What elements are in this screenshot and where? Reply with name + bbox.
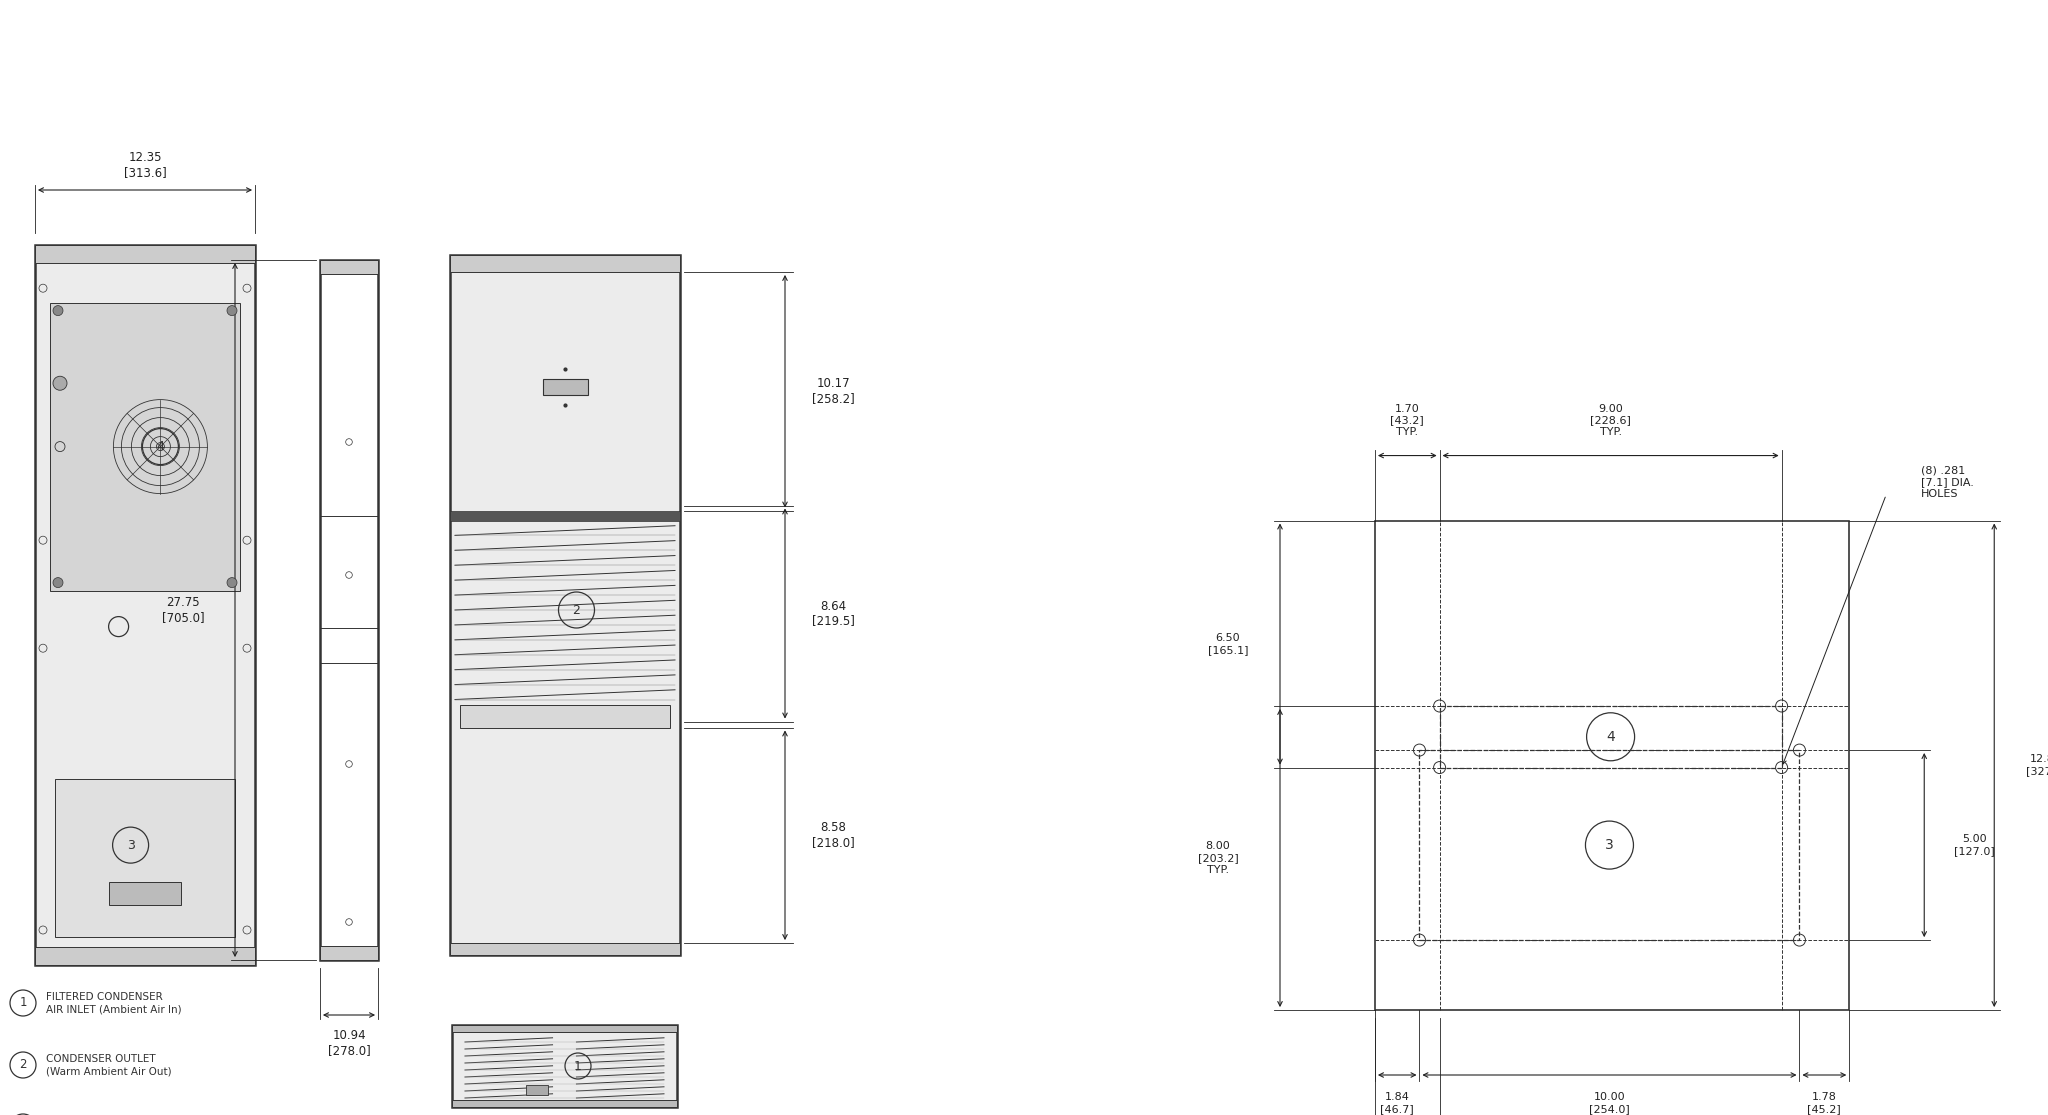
Text: 5.00
[127.0]: 5.00 [127.0] bbox=[1954, 834, 1995, 856]
Text: 1.70
[43.2]
TYP.: 1.70 [43.2] TYP. bbox=[1391, 404, 1423, 437]
Text: 4: 4 bbox=[156, 440, 164, 453]
Bar bbox=[49, 302, 240, 591]
Bar bbox=[1419, 750, 1800, 940]
Text: 2: 2 bbox=[18, 1058, 27, 1072]
Text: 1: 1 bbox=[18, 997, 27, 1009]
Bar bbox=[451, 255, 680, 956]
Text: 8.64
[219.5]: 8.64 [219.5] bbox=[811, 600, 854, 628]
Bar bbox=[526, 1085, 549, 1095]
Text: 3: 3 bbox=[1606, 838, 1614, 852]
Bar bbox=[451, 943, 680, 956]
Text: 2: 2 bbox=[573, 603, 580, 617]
Text: CONDENSER OUTLET
(Warm Ambient Air Out): CONDENSER OUTLET (Warm Ambient Air Out) bbox=[45, 1054, 172, 1076]
Text: 27.75
[705.0]: 27.75 [705.0] bbox=[162, 597, 205, 624]
Bar bbox=[55, 778, 236, 937]
Circle shape bbox=[53, 376, 68, 390]
Text: 3: 3 bbox=[127, 838, 135, 852]
Bar bbox=[35, 947, 256, 964]
Bar bbox=[1440, 706, 1782, 767]
Text: 4: 4 bbox=[1606, 730, 1616, 744]
Bar bbox=[451, 511, 680, 521]
Bar bbox=[319, 260, 379, 960]
Text: 1.78
[45.2]: 1.78 [45.2] bbox=[1808, 1093, 1841, 1114]
Bar bbox=[543, 379, 588, 395]
Bar bbox=[319, 260, 379, 274]
Text: 12.88
[327.2]: 12.88 [327.2] bbox=[2025, 755, 2048, 776]
Text: 9.00
[228.6]
TYP.: 9.00 [228.6] TYP. bbox=[1589, 404, 1630, 437]
Bar bbox=[461, 705, 670, 727]
Text: 8.00
[203.2]
TYP.: 8.00 [203.2] TYP. bbox=[1198, 842, 1239, 874]
Bar bbox=[1374, 521, 1849, 1010]
Bar bbox=[35, 245, 256, 263]
Text: 1: 1 bbox=[573, 1059, 582, 1073]
Text: FILTERED CONDENSER
AIR INLET (Ambient Air In): FILTERED CONDENSER AIR INLET (Ambient Ai… bbox=[45, 992, 182, 1015]
Bar bbox=[451, 255, 680, 272]
Text: (8) .281
[7.1] DIA.
HOLES: (8) .281 [7.1] DIA. HOLES bbox=[1921, 466, 1974, 500]
Bar bbox=[109, 882, 180, 905]
Text: 12.35
[313.6]: 12.35 [313.6] bbox=[123, 151, 166, 180]
Bar bbox=[319, 946, 379, 960]
Bar bbox=[453, 1101, 678, 1107]
Text: 8.58
[218.0]: 8.58 [218.0] bbox=[811, 822, 854, 850]
Circle shape bbox=[227, 578, 238, 588]
Circle shape bbox=[53, 578, 63, 588]
Text: 1.84
[46.7]: 1.84 [46.7] bbox=[1380, 1093, 1413, 1114]
Text: 6.50
[165.1]: 6.50 [165.1] bbox=[1208, 633, 1247, 655]
Bar bbox=[453, 1025, 678, 1107]
Text: 10.17
[258.2]: 10.17 [258.2] bbox=[811, 377, 854, 405]
Bar bbox=[453, 1025, 678, 1032]
Bar bbox=[35, 245, 256, 964]
Text: 10.94
[278.0]: 10.94 [278.0] bbox=[328, 1029, 371, 1057]
Circle shape bbox=[227, 306, 238, 316]
Circle shape bbox=[53, 306, 63, 316]
Text: 10.00
[254.0]: 10.00 [254.0] bbox=[1589, 1093, 1630, 1114]
